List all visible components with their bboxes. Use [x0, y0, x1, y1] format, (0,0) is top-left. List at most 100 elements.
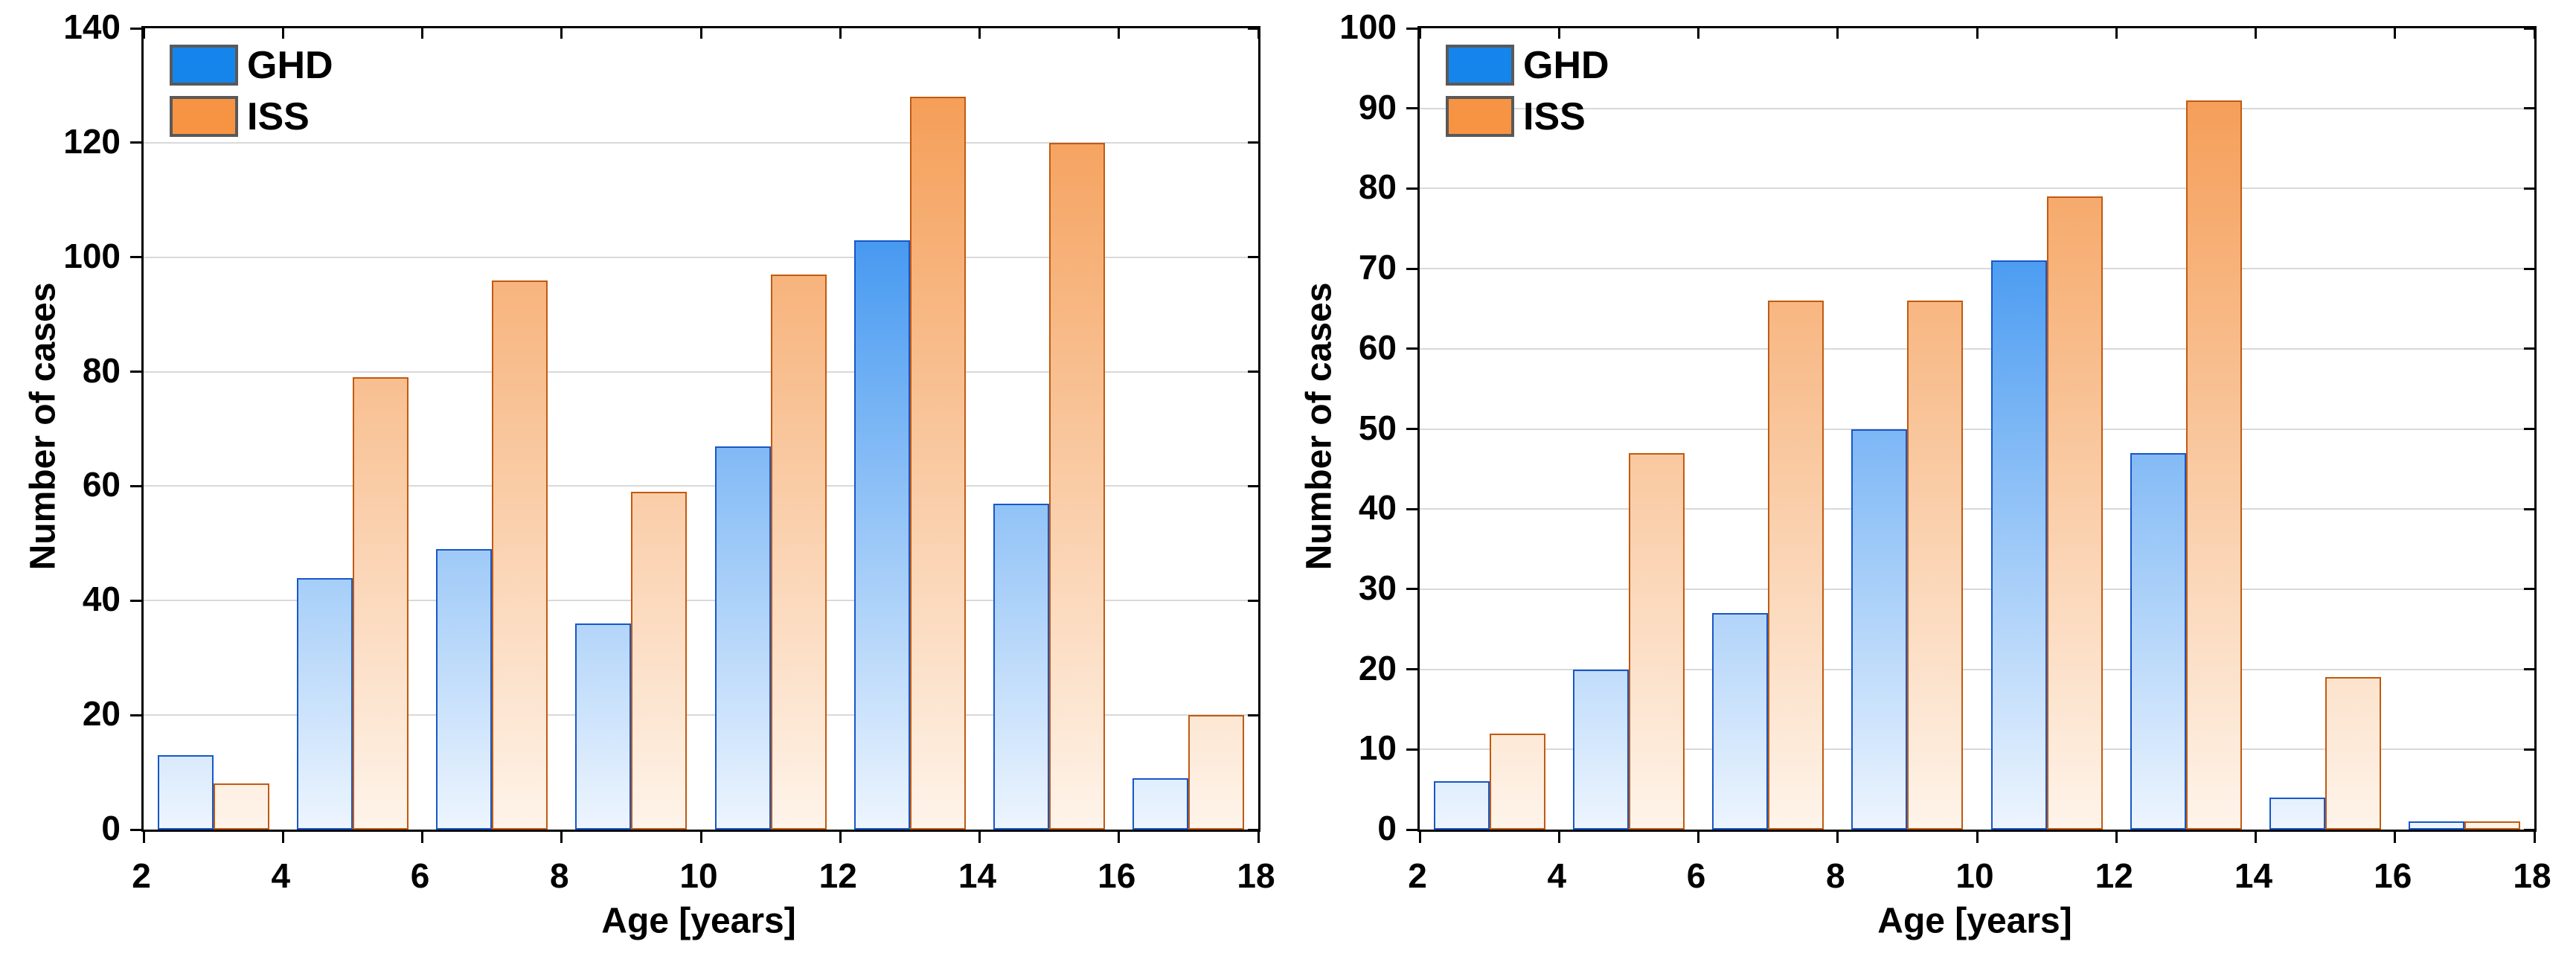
x-tick-top-2	[142, 28, 145, 39]
left-plot-area: GHD ISS	[130, 26, 1260, 843]
y-tick-label-50: 50	[1358, 408, 1397, 447]
iss-legend-swatch	[1446, 96, 1514, 137]
right-y-axis-title: Number of cases	[1299, 282, 1339, 571]
gridline-y90	[1420, 107, 2534, 109]
gridline-y70	[1420, 268, 2534, 270]
iss-bar-age-4-6	[352, 377, 408, 830]
x-tick-6	[1697, 830, 1699, 843]
left-x-axis-title: Age [years]	[601, 901, 796, 941]
iss-bar-age-12-14	[909, 97, 966, 830]
x-tick-label-16: 16	[2374, 856, 2412, 895]
iss-bar-age-14-16	[2325, 677, 2382, 830]
x-tick-top-18	[2533, 28, 2536, 39]
y-tick-120	[130, 141, 144, 144]
y-tick-right-80	[2524, 187, 2534, 190]
y-tick-right-70	[2524, 267, 2534, 270]
ghd-bar-age-14-16	[2269, 797, 2326, 830]
x-tick-top-16	[2394, 28, 2397, 39]
x-tick-top-4	[1557, 28, 1560, 39]
x-tick-top-16	[1118, 28, 1121, 39]
y-tick-label-40: 40	[1358, 488, 1397, 528]
left-legend-row-iss: ISS	[170, 96, 333, 137]
y-tick-0	[130, 828, 144, 831]
y-tick-label-90: 90	[1358, 87, 1397, 126]
iss-bar-age-8-10	[1907, 301, 1964, 830]
iss-bar-age-16-18	[2464, 821, 2521, 830]
x-tick-top-6	[421, 28, 423, 39]
ghd-bar-age-6-8	[436, 549, 493, 830]
y-tick-label-0: 0	[101, 809, 121, 847]
y-tick-right-20	[1248, 714, 1258, 716]
iss-legend-label: ISS	[1523, 94, 1586, 138]
y-tick-40	[130, 599, 144, 602]
gridline-y60	[1420, 347, 2534, 350]
ghd-bar-age-10-12	[1990, 260, 2047, 830]
y-tick-30	[1406, 588, 1420, 591]
x-tick-10	[699, 830, 702, 843]
ghd-bar-age-14-16	[993, 503, 1050, 830]
iss-bar-age-2-4	[1489, 733, 1545, 830]
gridline-y100	[144, 256, 1258, 258]
left-legend: GHD ISS	[170, 45, 333, 137]
y-tick-100	[130, 256, 144, 259]
ghd-bar-age-2-4	[1433, 781, 1490, 830]
x-tick-top-8	[1836, 28, 1839, 39]
y-tick-label-40: 40	[82, 580, 121, 619]
y-tick-70	[1406, 267, 1420, 270]
gridline-y40	[1420, 508, 2534, 510]
y-tick-label-60: 60	[1358, 327, 1397, 367]
x-tick-label-18: 18	[2513, 856, 2551, 895]
y-tick-80	[130, 371, 144, 373]
ghd-legend-label: GHD	[247, 43, 333, 87]
x-tick-6	[421, 830, 423, 843]
x-tick-10	[1976, 830, 1979, 843]
y-tick-0	[1406, 828, 1420, 831]
ghd-bar-age-12-14	[853, 240, 910, 830]
y-tick-right-40	[2524, 507, 2534, 510]
y-tick-label-80: 80	[82, 350, 121, 390]
iss-bar-age-16-18	[1188, 715, 1245, 830]
right-legend-row-ghd: GHD	[1446, 45, 1609, 86]
gridline-y80	[144, 371, 1258, 373]
y-tick-140	[130, 27, 144, 30]
x-tick-12	[839, 830, 842, 843]
x-tick-label-16: 16	[1098, 856, 1136, 895]
y-tick-40	[1406, 507, 1420, 510]
x-tick-label-12: 12	[2095, 856, 2133, 895]
gridline-y120	[144, 141, 1258, 144]
gridline-y50	[1420, 428, 2534, 430]
x-tick-18	[1257, 830, 1260, 843]
x-tick-label-8: 8	[1825, 856, 1845, 895]
y-tick-right-40	[1248, 599, 1258, 602]
y-tick-60	[130, 484, 144, 487]
x-tick-label-4: 4	[271, 856, 291, 895]
y-tick-right-60	[2524, 347, 2534, 350]
y-tick-right-140	[1248, 27, 1258, 30]
ghd-bar-age-16-18	[1132, 777, 1189, 830]
y-tick-label-140: 140	[63, 7, 121, 46]
iss-bar-age-14-16	[1049, 142, 1106, 830]
y-tick-20	[1406, 668, 1420, 671]
y-tick-right-80	[1248, 371, 1258, 373]
right-legend: GHD ISS	[1446, 45, 1609, 137]
x-tick-top-14	[978, 28, 981, 39]
x-tick-top-10	[1976, 28, 1979, 39]
x-tick-label-18: 18	[1237, 856, 1275, 895]
y-tick-right-30	[2524, 588, 2534, 591]
x-tick-18	[2533, 830, 2536, 843]
x-tick-label-10: 10	[679, 856, 718, 895]
gridline-y10	[1420, 748, 2534, 751]
x-tick-label-6: 6	[1686, 856, 1706, 895]
x-tick-12	[2115, 830, 2118, 843]
y-tick-80	[1406, 187, 1420, 190]
iss-legend-swatch	[170, 96, 238, 137]
ghd-bar-age-10-12	[714, 446, 771, 830]
ghd-bar-age-12-14	[2130, 452, 2186, 830]
x-tick-16	[2394, 830, 2397, 843]
iss-bar-age-10-12	[770, 274, 827, 830]
y-tick-right-10	[2524, 748, 2534, 751]
iss-bar-age-6-8	[1768, 301, 1824, 830]
x-tick-top-12	[839, 28, 842, 39]
